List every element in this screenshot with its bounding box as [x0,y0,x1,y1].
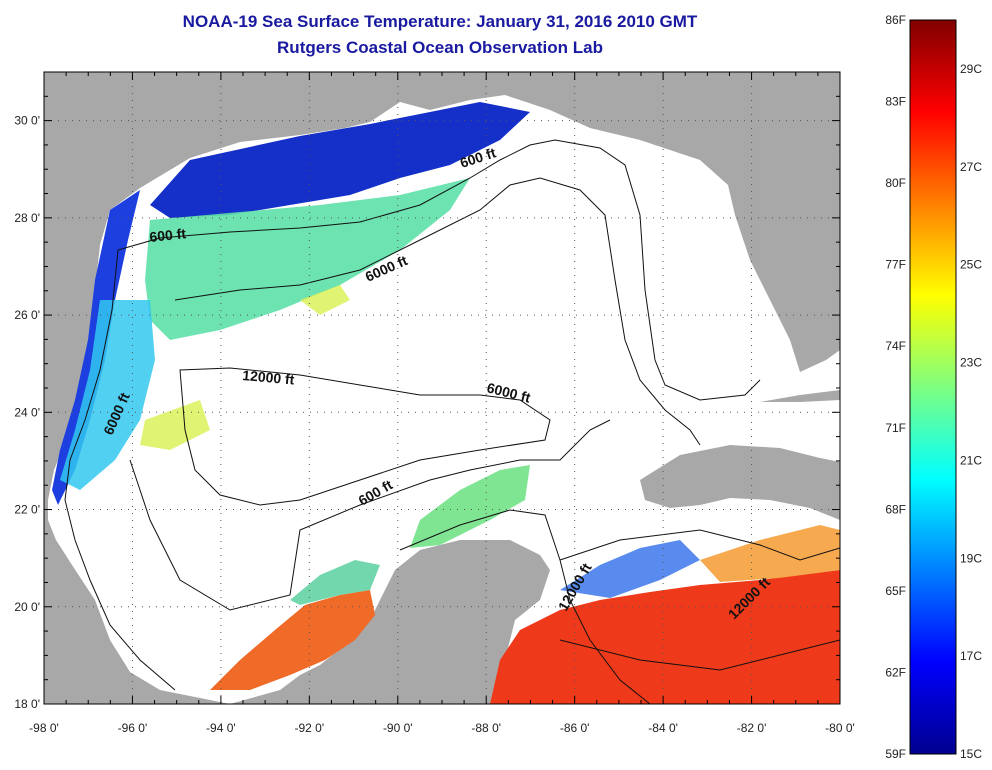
contour-6000ft-west [64,249,176,691]
longitude-label: -92 0' [295,721,325,735]
longitude-label: -82 0' [737,721,767,735]
map-subtitle: Rutgers Coastal Ocean Observation Lab [277,38,603,57]
sst-caribbean-warm [490,570,840,704]
florida-keys-land [760,390,840,402]
contour-6000ft-east [174,177,701,446]
longitude-label: -96 0' [118,721,148,735]
longitude-label: -80 0' [825,721,855,735]
colorbar-celsius-labels: 29C 27C 25C 23C 21C 19C 17C 15C [960,62,982,761]
map-area [44,72,840,704]
latitude-label: 30 0' [14,114,40,128]
colorbar-label-c: 23C [960,356,982,370]
sst-yellow-patches [140,285,350,450]
contour-label: 600 ft [149,225,187,245]
temperature-colorbar [909,19,957,755]
colorbar-label-f: 77F [885,258,906,272]
longitude-label: -88 0' [471,721,501,735]
sst-bay-of-campeche-warm [210,590,375,690]
sst-cool-shelf-north [150,102,530,218]
sst-caribbean-blue [560,540,700,598]
colorbar-label-f: 71F [885,421,906,435]
latitude-label: 20 0' [14,600,40,614]
contour-6000ft-south [129,419,611,611]
colorbar-fahrenheit-labels: 86F 83F 80F 77F 74F 71F 68F 65F 62F 59F [885,13,906,761]
colorbar-label-f: 68F [885,502,906,516]
colorbar-label-c: 19C [960,551,982,565]
longitude-label: -90 0' [383,721,413,735]
latitude-label: 22 0' [14,503,40,517]
sst-caribbean-orange [700,525,840,582]
sst-central-green [410,465,530,548]
axis-ticks [43,71,841,705]
latitude-label: 28 0' [14,211,40,225]
colorbar-label-f: 65F [885,584,906,598]
colorbar-label-f: 74F [885,339,906,353]
graticule [44,72,840,704]
latitude-label: 26 0' [14,308,40,322]
colorbar-label-f: 59F [885,747,906,761]
longitude-labels: -98 0' -96 0' -94 0' -92 0' -90 0' -88 0' -86 … [29,721,855,735]
bathymetry-contours [64,139,840,704]
contour-label: 12000 ft [242,367,296,388]
colorbar-label-c: 21C [960,453,982,467]
latitude-labels: 18 0' 20 0' 22 0' 24 0' 26 0' 28 0' 30 0' [14,114,40,711]
colorbar-label-f: 80F [885,176,906,190]
colorbar-label-f: 62F [885,665,906,679]
sst-cyan-west [60,300,155,490]
contour-caribbean [559,529,840,671]
us-gulf-coast-land [44,72,840,704]
colorbar-label-c: 27C [960,160,982,174]
latitude-label: 24 0' [14,405,40,419]
cuba-land [640,445,840,520]
colorbar-label-f: 86F [885,13,906,27]
latitude-label: 18 0' [14,697,40,711]
colorbar-label-f: 83F [885,95,906,109]
map-title: NOAA-19 Sea Surface Temperature: January… [182,12,698,31]
longitude-label: -98 0' [29,721,59,735]
colorbar-label-c: 17C [960,649,982,663]
colorbar-label-c: 29C [960,62,982,76]
sst-green-shelf [145,178,470,340]
contour-12000ft [179,367,551,506]
contour-600ft-north [117,139,761,401]
longitude-label: -86 0' [560,721,590,735]
colorbar-label-c: 15C [960,747,982,761]
yucatan-peninsula-land [230,540,550,704]
sst-campeche-green [290,560,380,605]
longitude-label: -94 0' [206,721,236,735]
colorbar-label-c: 25C [960,258,982,272]
longitude-label: -84 0' [648,721,678,735]
